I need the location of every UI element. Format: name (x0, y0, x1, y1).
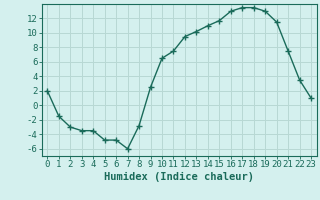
X-axis label: Humidex (Indice chaleur): Humidex (Indice chaleur) (104, 172, 254, 182)
